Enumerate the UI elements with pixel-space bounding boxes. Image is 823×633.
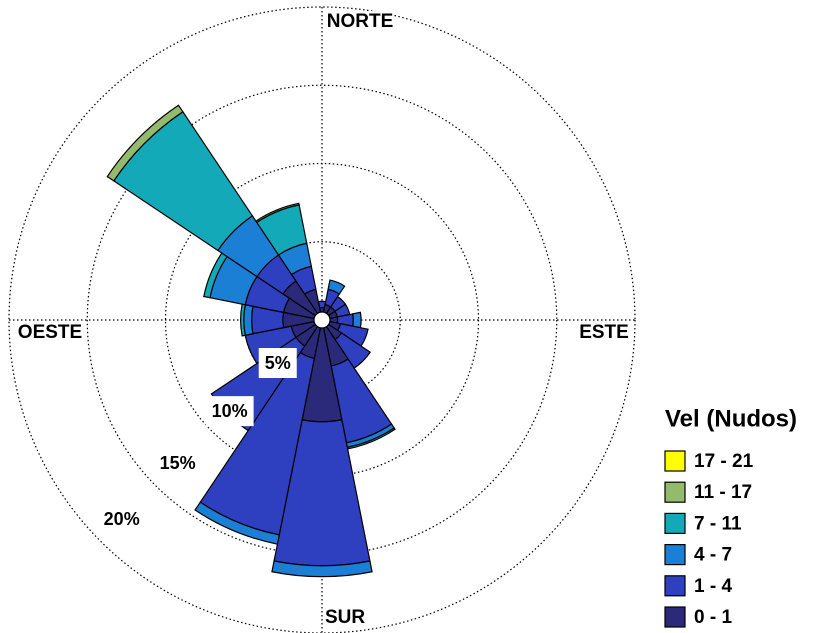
- legend-label: 7 - 11: [694, 513, 742, 534]
- direction-label: SUR: [325, 607, 365, 628]
- wedge: [255, 202, 300, 224]
- legend-label: 17 - 21: [694, 451, 754, 472]
- wedge: [327, 279, 346, 295]
- wedge: [351, 311, 362, 329]
- legend-label: 0 - 1: [694, 607, 732, 628]
- direction-label: OESTE: [18, 322, 82, 343]
- legend-label: 11 - 17: [694, 482, 752, 503]
- label-bg: [578, 322, 630, 344]
- wedge: [194, 501, 280, 545]
- ring-label: 10%: [212, 401, 248, 421]
- wedge: [271, 560, 373, 578]
- legend-title: Vel (Nudos): [665, 405, 797, 432]
- center-hole: [313, 311, 331, 329]
- wedge: [106, 104, 184, 182]
- ring-label: 20%: [104, 509, 140, 529]
- legend-swatch: [664, 575, 686, 597]
- legend-swatch: [664, 606, 686, 628]
- legend-swatch: [664, 512, 686, 535]
- label-bg: [205, 396, 254, 427]
- label-bg: [16, 322, 84, 344]
- legend-swatch: [664, 481, 686, 503]
- label-bg: [325, 11, 395, 33]
- wedge: [112, 110, 254, 252]
- legend-label: 1 - 4: [694, 576, 732, 597]
- legend-swatch: [664, 543, 686, 566]
- label-bg: [153, 448, 202, 479]
- legend-label: 4 - 7: [694, 545, 732, 566]
- ring-label: 5%: [265, 353, 291, 373]
- label-bg: [97, 504, 146, 535]
- label-bg: [323, 607, 367, 629]
- ring-label: 15%: [160, 453, 196, 473]
- label-bg: [258, 348, 297, 379]
- direction-label: ESTE: [579, 322, 629, 343]
- wedge: [243, 304, 254, 336]
- direction-label: NORTE: [327, 11, 394, 32]
- legend-swatch: [664, 450, 686, 472]
- grid-circle: [8, 6, 636, 633]
